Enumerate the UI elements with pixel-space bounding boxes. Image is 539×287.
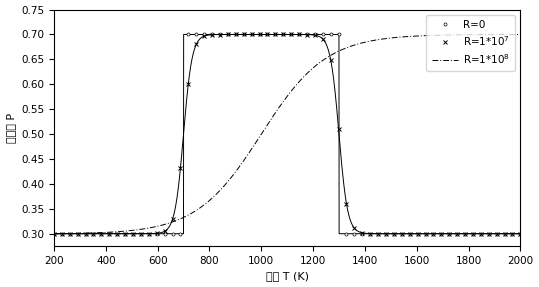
R=1*10$^7$ [351, 226, 357, 230]
R=0 [130, 232, 136, 235]
Line: R=0: R=0 [52, 33, 522, 235]
X-axis label: 温度 T (K): 温度 T (K) [266, 272, 309, 282]
R=1*10$^7$ [130, 232, 136, 235]
R=0 [217, 33, 223, 36]
R=1*10$^8$ [70, 232, 77, 235]
R=1*10$^7$ [185, 82, 191, 85]
R=0 [517, 232, 523, 235]
R=1*10$^8$ [142, 227, 149, 230]
R=1*10$^7$ [201, 34, 208, 38]
R=1*10$^7$ [517, 232, 523, 235]
R=1*10$^8$ [51, 232, 57, 235]
R=1*10$^7$ [256, 33, 262, 36]
R=1*10$^8$ [279, 102, 285, 105]
R=1*10$^7$ [51, 232, 57, 235]
R=1*10$^7$ [209, 33, 215, 36]
R=0 [185, 33, 191, 36]
R=1*10$^8$ [53, 232, 59, 235]
R=0 [193, 33, 199, 36]
R=1*10$^7$ [501, 232, 508, 235]
R=0 [169, 232, 176, 235]
R=1*10$^8$ [79, 232, 85, 235]
Line: R=1*10$^8$: R=1*10$^8$ [54, 34, 520, 234]
R=1*10$^7$ [169, 218, 176, 221]
R=1*10$^8$ [493, 33, 499, 36]
R=1*10$^8$ [517, 33, 523, 36]
R=0 [209, 33, 215, 36]
Line: R=1*10$^7$: R=1*10$^7$ [52, 32, 522, 236]
R=0 [51, 232, 57, 235]
Y-axis label: 气孔率 P: 气孔率 P [5, 113, 16, 143]
Legend: R=0, R=1*10$^7$, R=1*10$^8$: R=0, R=1*10$^7$, R=1*10$^8$ [426, 15, 515, 71]
R=0 [351, 232, 357, 235]
